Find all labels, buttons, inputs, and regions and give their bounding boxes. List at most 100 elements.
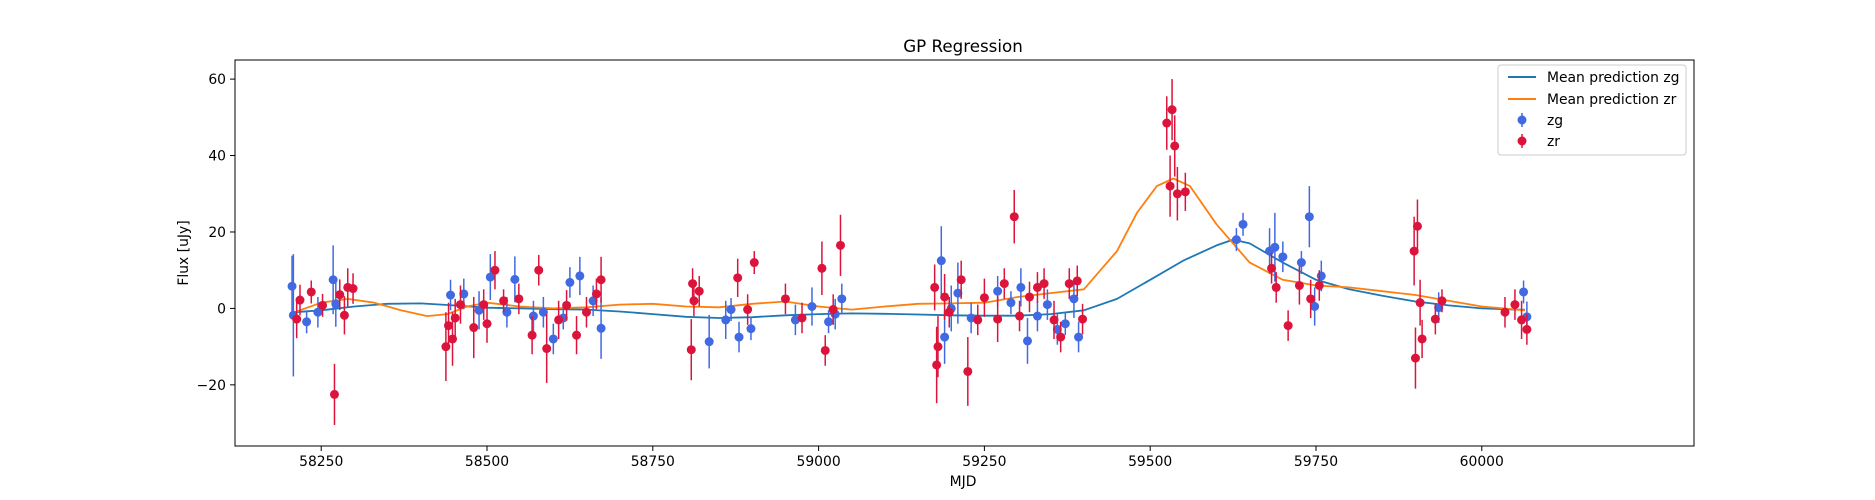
point-zg-2 (302, 310, 311, 333)
y-tick-label: 20 (208, 225, 226, 241)
marker (746, 324, 755, 333)
marker (572, 331, 581, 340)
marker (554, 315, 563, 324)
marker (750, 258, 759, 267)
marker (1306, 294, 1315, 303)
marker (687, 345, 696, 354)
marker (1418, 334, 1427, 343)
point-zr-29 (687, 319, 696, 380)
point-zr-52 (1000, 268, 1009, 299)
point-zg-51 (1305, 186, 1314, 247)
marker (318, 301, 327, 310)
point-zg-28 (831, 299, 840, 330)
marker (451, 313, 460, 322)
marker (1033, 312, 1042, 321)
legend-label-zg-points: zg (1547, 113, 1563, 129)
marker (973, 315, 982, 324)
point-zr-49 (973, 305, 982, 336)
point-zr-38 (817, 242, 826, 296)
x-tick-label: 58750 (631, 454, 675, 470)
marker (562, 301, 571, 310)
point-zr-25 (572, 316, 581, 354)
point-zg-23 (735, 322, 744, 353)
marker (993, 287, 1002, 296)
marker (1267, 264, 1276, 273)
marker (781, 294, 790, 303)
point-zr-68 (1181, 173, 1190, 211)
marker (1437, 296, 1446, 305)
marker (1025, 292, 1034, 301)
marker (993, 315, 1002, 324)
point-zg-44 (1074, 322, 1083, 353)
x-tick-label: 59000 (796, 454, 840, 470)
marker (1510, 300, 1519, 309)
point-zr-60 (1065, 268, 1074, 299)
point-zr-53 (1010, 190, 1019, 244)
marker (1411, 354, 1420, 363)
marker (1315, 281, 1324, 290)
marker (469, 323, 478, 332)
marker (1295, 281, 1304, 290)
point-zg-39 (1033, 301, 1042, 332)
marker (1431, 315, 1440, 324)
marker (499, 296, 508, 305)
marker (529, 312, 538, 321)
marker (1278, 252, 1287, 261)
marker (1232, 235, 1241, 244)
point-zr-35 (750, 251, 759, 274)
point-zg-26 (807, 287, 816, 325)
marker (444, 321, 453, 330)
marker (307, 287, 316, 296)
marker (514, 294, 523, 303)
point-zr-79 (1418, 320, 1427, 358)
marker (549, 334, 558, 343)
marker (1074, 333, 1083, 342)
marker (1519, 287, 1528, 296)
point-zr-50 (980, 279, 989, 317)
marker (1061, 319, 1070, 328)
point-zr-33 (733, 259, 742, 297)
marker (1170, 141, 1179, 150)
y-axis-ticks: −20 0 20 40 60 (197, 72, 235, 394)
point-zr-83 (1510, 289, 1519, 320)
point-zg-0 (288, 256, 297, 317)
marker (1416, 298, 1425, 307)
marker (349, 284, 358, 293)
marker (688, 279, 697, 288)
point-zg-17 (575, 257, 584, 295)
marker (1284, 321, 1293, 330)
point-zg-37 (1016, 268, 1025, 306)
point-zr-56 (1033, 272, 1042, 303)
marker (705, 337, 714, 346)
marker (940, 292, 949, 301)
legend-label-zr-points: zr (1547, 134, 1560, 150)
marker (582, 308, 591, 317)
marker (302, 317, 311, 326)
marker (1162, 119, 1171, 128)
point-zr-20 (528, 316, 537, 354)
point-zr-36 (781, 284, 790, 315)
point-zr-41 (836, 215, 845, 276)
point-zg-55 (1519, 281, 1528, 304)
x-axis-label: MJD (950, 474, 977, 490)
point-zr-21 (534, 255, 543, 286)
y-tick-label: −20 (197, 378, 226, 394)
point-zr-43 (932, 327, 941, 403)
marker (1006, 298, 1015, 307)
x-tick-label: 58500 (465, 454, 509, 470)
marker (824, 317, 833, 326)
marker (490, 266, 499, 275)
marker (510, 275, 519, 284)
marker (446, 291, 455, 300)
point-zg-12 (529, 301, 538, 332)
marker (743, 305, 752, 314)
point-zr-46 (945, 297, 954, 328)
y-tick-label: 0 (217, 301, 226, 317)
marker (1317, 271, 1326, 280)
marker (735, 333, 744, 342)
x-axis-ticks: 58250 58500 58750 59000 59250 59500 59750 60000 (299, 446, 1504, 470)
point-zr-39 (821, 335, 830, 366)
marker (528, 331, 537, 340)
point-zr-4 (330, 364, 339, 425)
point-zr-2 (307, 281, 316, 304)
